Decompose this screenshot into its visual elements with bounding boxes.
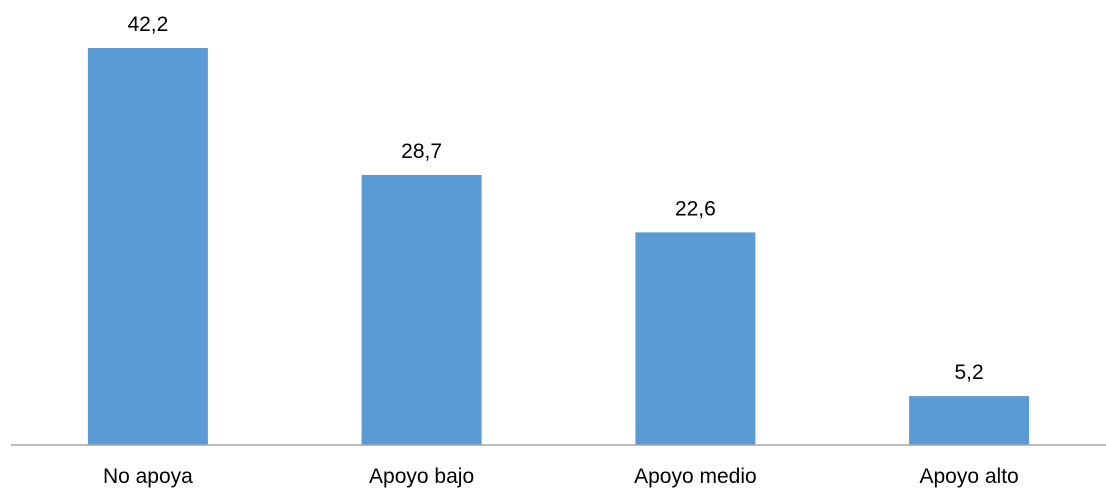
category-label-0: No apoya	[103, 465, 193, 488]
category-label-3: Apoyo alto	[919, 465, 1018, 488]
category-label-2: Apoyo medio	[634, 465, 757, 488]
bar-0	[87, 48, 208, 445]
value-labels-group: 42,2 28,7 22,6 5,2	[127, 13, 983, 384]
category-labels-group: No apoya Apoyo bajo Apoyo medio Apoyo alto	[103, 465, 1019, 488]
value-label-1: 28,7	[401, 140, 442, 163]
bar-2	[635, 232, 756, 445]
bar-1	[361, 175, 482, 445]
bars-group	[87, 48, 1030, 445]
category-label-1: Apoyo bajo	[369, 465, 474, 488]
bar-3	[909, 396, 1030, 445]
value-label-0: 42,2	[127, 13, 168, 36]
value-label-2: 22,6	[675, 197, 716, 220]
value-label-3: 5,2	[954, 361, 983, 384]
